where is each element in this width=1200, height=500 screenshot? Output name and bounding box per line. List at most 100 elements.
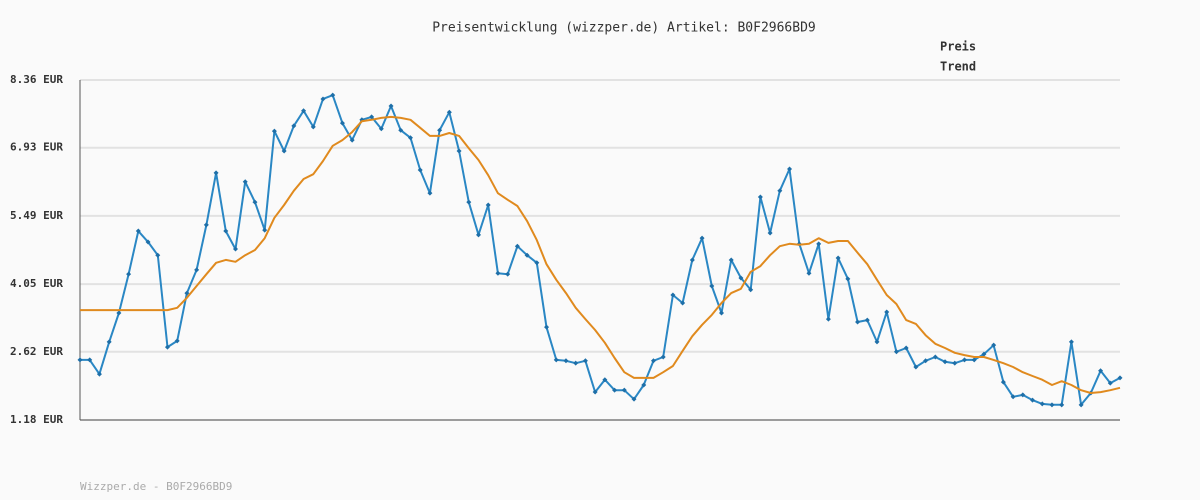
point-marker xyxy=(1078,402,1084,408)
point-marker xyxy=(349,137,355,143)
point-marker xyxy=(806,270,812,276)
point-marker xyxy=(1107,380,1113,386)
y-tick-label: 5.49 EUR xyxy=(10,209,63,222)
point-marker xyxy=(621,387,627,393)
point-marker xyxy=(1059,402,1065,408)
legend-label: Trend xyxy=(940,60,976,74)
point-marker xyxy=(233,246,239,252)
point-marker xyxy=(291,123,297,129)
point-marker xyxy=(388,103,394,109)
point-marker xyxy=(612,387,618,393)
point-marker xyxy=(961,357,967,363)
point-marker xyxy=(991,342,997,348)
point-marker xyxy=(320,96,326,102)
point-marker xyxy=(505,271,511,277)
point-marker xyxy=(398,127,404,133)
point-marker xyxy=(718,310,724,316)
point-marker xyxy=(378,126,384,132)
point-marker xyxy=(699,235,705,241)
point-marker xyxy=(1010,394,1016,400)
point-marker xyxy=(223,228,229,234)
point-marker xyxy=(164,344,170,350)
point-marker xyxy=(903,345,909,351)
point-marker xyxy=(184,290,190,296)
point-marker xyxy=(757,194,763,200)
footer: Wizzper.de - B0F2966BD9 xyxy=(80,480,232,493)
point-marker xyxy=(427,190,433,196)
point-marker xyxy=(96,371,102,377)
point-marker xyxy=(446,109,452,115)
point-marker xyxy=(524,252,530,258)
point-marker xyxy=(155,252,161,258)
point-marker xyxy=(534,260,540,266)
series-line xyxy=(80,115,1121,394)
point-marker xyxy=(748,287,754,293)
point-marker xyxy=(787,166,793,172)
point-marker xyxy=(407,135,413,141)
point-marker xyxy=(203,222,209,228)
point-marker xyxy=(485,202,491,208)
point-marker xyxy=(135,228,141,234)
point-marker xyxy=(145,239,151,245)
point-marker xyxy=(592,389,598,395)
point-marker xyxy=(553,357,559,363)
point-marker xyxy=(670,292,676,298)
point-marker xyxy=(369,114,375,120)
point-marker xyxy=(913,364,919,370)
point-marker xyxy=(476,232,482,238)
point-marker xyxy=(738,275,744,281)
point-marker xyxy=(932,354,938,360)
point-marker xyxy=(660,354,666,360)
point-marker xyxy=(855,319,861,325)
point-marker xyxy=(281,148,287,154)
point-marker xyxy=(544,324,550,330)
point-marker xyxy=(339,120,345,126)
point-marker xyxy=(174,338,180,344)
point-marker xyxy=(456,148,462,154)
point-marker xyxy=(845,276,851,282)
point-marker xyxy=(680,300,686,306)
y-tick-label: 2.62 EUR xyxy=(10,345,63,358)
point-marker xyxy=(864,317,870,323)
point-marker xyxy=(1098,368,1104,374)
point-marker xyxy=(310,124,316,130)
point-marker xyxy=(1068,339,1074,345)
point-marker xyxy=(777,188,783,194)
point-marker xyxy=(194,267,200,273)
point-marker xyxy=(262,227,268,233)
point-marker xyxy=(582,358,588,364)
point-marker xyxy=(573,360,579,366)
point-marker xyxy=(466,199,472,205)
point-marker xyxy=(1000,379,1006,385)
point-marker xyxy=(884,309,890,315)
point-marker xyxy=(495,270,501,276)
y-tick-label: 6.93 EUR xyxy=(10,141,63,154)
point-marker xyxy=(641,382,647,388)
point-marker xyxy=(116,310,122,316)
legend-label: Preis xyxy=(940,40,976,54)
point-marker xyxy=(301,108,307,114)
point-marker xyxy=(650,358,656,364)
point-marker xyxy=(242,179,248,185)
point-marker xyxy=(417,167,423,173)
y-tick-label: 4.05 EUR xyxy=(10,277,63,290)
point-marker xyxy=(1039,401,1045,407)
point-marker xyxy=(816,241,822,247)
point-marker xyxy=(689,257,695,263)
y-tick-label: 8.36 EUR xyxy=(10,73,63,86)
point-marker xyxy=(631,396,637,402)
point-marker xyxy=(106,339,112,345)
chart-title: Preisentwicklung (wizzper.de) Artikel: B… xyxy=(432,21,816,36)
point-marker xyxy=(213,170,219,176)
y-tick-label: 1.18 EUR xyxy=(10,413,63,426)
point-marker xyxy=(330,92,336,98)
point-marker xyxy=(767,230,773,236)
point-marker xyxy=(942,359,948,365)
point-marker xyxy=(971,357,977,363)
point-marker xyxy=(514,243,520,249)
point-marker xyxy=(1020,392,1026,398)
point-marker xyxy=(563,358,569,364)
